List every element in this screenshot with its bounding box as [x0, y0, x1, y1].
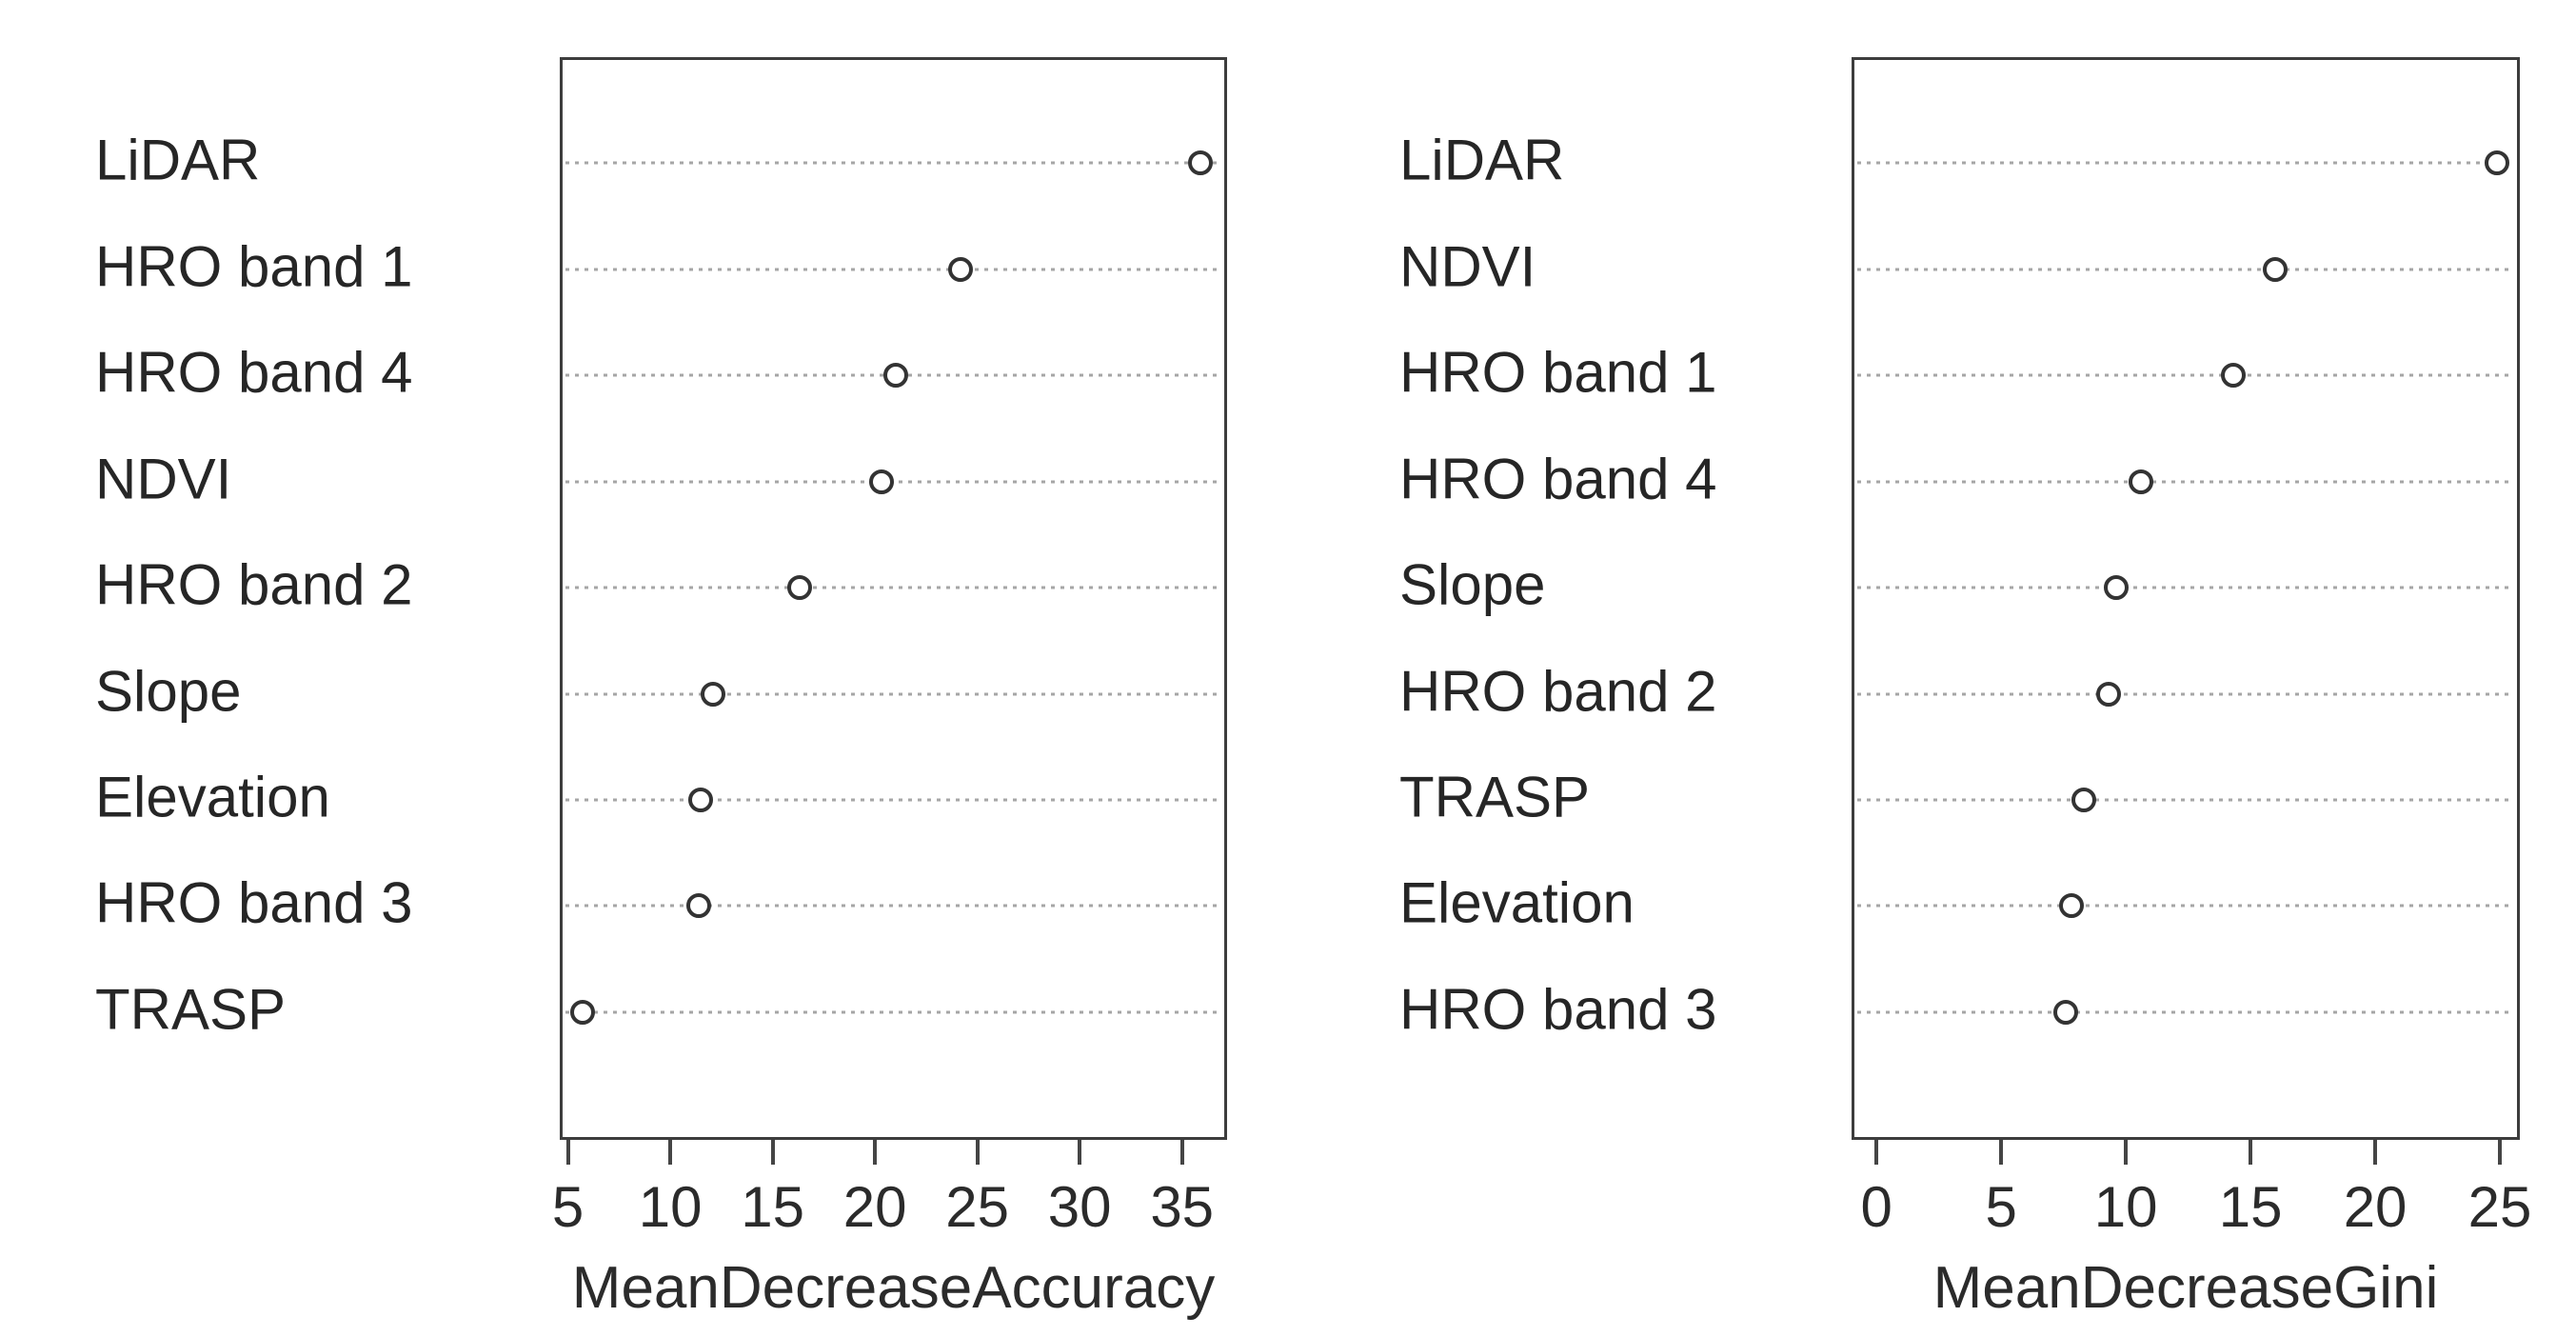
- category-label: HRO band 1: [95, 234, 413, 299]
- category-label: HRO band 2: [95, 552, 413, 617]
- data-point: [2103, 575, 2129, 601]
- axis-tick: [770, 1140, 775, 1165]
- category-label: HRO band 4: [1399, 447, 1717, 511]
- row-dotted-line: [565, 586, 1221, 589]
- row-dotted-line: [1857, 268, 2514, 271]
- data-point: [701, 681, 726, 707]
- category-label: Slope: [1399, 552, 1546, 617]
- axis-tick-label: 0: [1860, 1175, 1892, 1239]
- data-point: [786, 575, 812, 601]
- category-label: HRO band 4: [95, 340, 413, 405]
- category-label: TRASP: [95, 977, 287, 1042]
- category-label: LiDAR: [1399, 129, 1565, 193]
- category-label: HRO band 3: [95, 871, 413, 936]
- x-axis-title: MeanDecreaseGini: [1932, 1255, 2439, 1321]
- data-point: [2095, 681, 2121, 707]
- data-point: [882, 363, 908, 389]
- axis-tick: [2498, 1140, 2503, 1165]
- accuracy-panel-plot-box: [560, 57, 1227, 1140]
- axis-tick-label: 20: [842, 1175, 907, 1239]
- axis-tick: [1078, 1140, 1082, 1165]
- data-point: [868, 469, 894, 494]
- axis-tick: [668, 1140, 673, 1165]
- data-point: [686, 893, 712, 919]
- row-dotted-line: [1857, 480, 2514, 484]
- category-label: HRO band 3: [1399, 977, 1717, 1042]
- axis-tick: [2124, 1140, 2129, 1165]
- row-dotted-line: [1857, 1010, 2514, 1014]
- axis-tick-label: 20: [2343, 1175, 2408, 1239]
- row-dotted-line: [565, 904, 1221, 908]
- data-point: [2263, 256, 2289, 282]
- axis-tick-label: 5: [1985, 1175, 2017, 1239]
- data-point: [688, 787, 714, 812]
- category-label: Elevation: [1399, 871, 1635, 936]
- axis-tick: [1999, 1140, 2004, 1165]
- data-point: [948, 256, 974, 282]
- data-point: [569, 999, 595, 1025]
- axis-tick: [873, 1140, 878, 1165]
- data-point: [2058, 893, 2084, 919]
- row-dotted-line: [565, 692, 1221, 696]
- axis-tick-label: 10: [638, 1175, 703, 1239]
- axis-tick: [565, 1140, 570, 1165]
- data-point: [2071, 787, 2096, 812]
- row-dotted-line: [1857, 373, 2514, 377]
- category-label: TRASP: [1399, 765, 1591, 829]
- axis-tick: [1874, 1140, 1879, 1165]
- row-dotted-line: [1857, 798, 2514, 802]
- row-dotted-line: [565, 798, 1221, 802]
- axis-tick-label: 30: [1047, 1175, 1112, 1239]
- row-dotted-line: [1857, 904, 2514, 908]
- axis-tick-label: 35: [1150, 1175, 1215, 1239]
- axis-tick-label: 10: [2093, 1175, 2158, 1239]
- axis-tick-label: 25: [945, 1175, 1010, 1239]
- axis-tick: [2373, 1140, 2378, 1165]
- category-label: NDVI: [1399, 234, 1536, 299]
- category-label: HRO band 1: [1399, 340, 1717, 405]
- row-dotted-line: [565, 1010, 1221, 1014]
- axis-tick-label: 5: [551, 1175, 585, 1239]
- data-point: [2220, 363, 2246, 389]
- axis-tick: [975, 1140, 980, 1165]
- category-label: NDVI: [95, 447, 232, 511]
- axis-tick: [1179, 1140, 1184, 1165]
- row-dotted-line: [565, 161, 1221, 165]
- row-dotted-line: [1857, 586, 2514, 589]
- row-dotted-line: [565, 268, 1221, 271]
- axis-tick-label: 25: [2467, 1175, 2532, 1239]
- category-label: HRO band 2: [1399, 659, 1717, 724]
- row-dotted-line: [1857, 692, 2514, 696]
- axis-tick-label: 15: [2218, 1175, 2283, 1239]
- data-point: [2485, 150, 2510, 176]
- axis-tick: [2249, 1140, 2253, 1165]
- category-label: LiDAR: [95, 129, 261, 193]
- axis-tick-label: 15: [741, 1175, 804, 1239]
- category-label: Slope: [95, 659, 242, 724]
- data-point: [2128, 469, 2153, 494]
- x-axis-title: MeanDecreaseAccuracy: [571, 1255, 1216, 1321]
- category-label: Elevation: [95, 765, 330, 829]
- row-dotted-line: [1857, 161, 2514, 165]
- data-point: [2053, 999, 2079, 1025]
- data-point: [1188, 150, 1214, 176]
- gini-panel-plot-box: [1852, 57, 2520, 1140]
